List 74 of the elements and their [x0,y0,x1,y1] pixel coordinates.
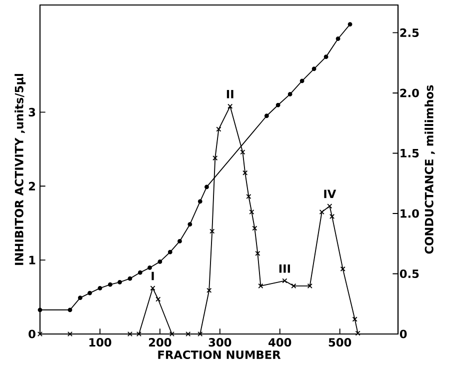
point [324,54,328,60]
point [228,104,233,109]
y2-axis-title: CONDUCTANCE , millimhos [424,85,435,254]
point [336,36,340,41]
point [38,308,42,312]
point [249,209,254,215]
annotation: II [226,90,234,98]
point [138,270,142,275]
point [136,331,142,337]
point [108,282,112,287]
x-tick-label: 300 [208,338,232,347]
point [169,331,174,337]
point [78,296,82,300]
point [327,204,332,209]
y-tick-label: 1 [29,256,36,264]
y-tick-label: 3 [28,108,36,116]
x-tick-label: 500 [328,338,352,347]
point [240,150,246,155]
x-tick-label: 200 [149,338,172,347]
point [216,126,222,132]
y-axis-title: INHIBITOR ACTIVITY ,units/5µl [14,74,26,265]
point [340,266,346,272]
y-tick-label: 2 [28,182,35,190]
point [276,102,280,108]
x-tick-label: 400 [268,338,292,347]
point [210,228,215,234]
point [242,170,248,176]
point [282,278,288,284]
point [128,276,132,281]
point [312,66,316,72]
x-axis-title: FRACTION NUMBER [158,350,281,360]
point [68,308,72,312]
point [348,22,352,26]
point [178,239,182,244]
point [252,226,258,231]
y2-tick-label: 1.5 [400,149,419,158]
y-tick-label: 0 [28,330,36,338]
y2-tick-label: 0.5 [400,269,419,278]
point [258,283,264,288]
point [127,331,132,337]
point [319,209,324,215]
point [156,296,161,302]
point [212,155,218,161]
point [330,214,335,219]
point [291,283,296,288]
annotation: IV [324,190,336,198]
point [198,199,202,204]
y2-tick-label: 1.0 [400,209,419,218]
point [186,331,191,337]
y2-tick-label: 2.5 [400,28,419,38]
point [307,283,312,288]
y2-tick-label: 2.0 [400,88,419,98]
annotation: I [152,272,154,280]
point [168,250,172,254]
x-tick-label: 100 [89,338,112,347]
point [188,222,192,227]
point [88,290,92,296]
point [246,194,252,200]
point [118,280,122,284]
point [288,92,292,96]
point [67,331,73,337]
point [98,286,102,290]
point [150,286,156,291]
point [204,184,209,190]
point [300,78,304,84]
point [264,114,269,118]
point [198,331,203,337]
point [206,288,212,293]
point [352,316,358,322]
point [148,266,152,270]
annotation: III [279,264,290,273]
y2-tick-label: 0 [400,330,407,338]
point [158,259,162,264]
point [255,250,260,256]
